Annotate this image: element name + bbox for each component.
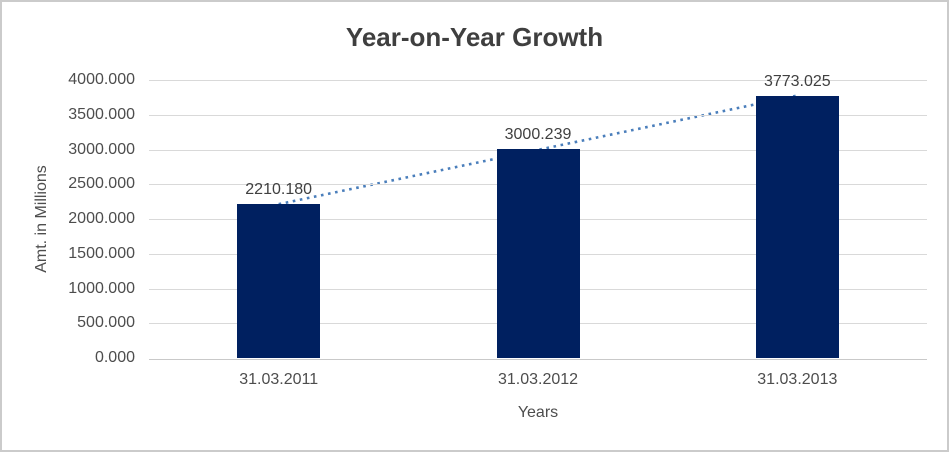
x-tick-label: 31.03.2012 <box>497 371 579 388</box>
data-label: 3773.025 <box>763 72 831 90</box>
y-tick-label: 4000.000 <box>68 71 135 88</box>
y-tick-label: 2500.000 <box>68 175 135 193</box>
y-tick-label: 3500.000 <box>68 105 135 123</box>
gridline-0.000 <box>149 359 927 360</box>
data-label: 2210.180 <box>245 181 313 199</box>
y-tick-label: 1000.000 <box>68 279 135 297</box>
y-tick-label: 3000.000 <box>68 140 135 158</box>
data-label: 3000.239 <box>504 126 572 144</box>
gridline-3500.000 <box>149 114 927 116</box>
bar-31-03-2012 <box>496 149 580 358</box>
x-axis-title: Years <box>517 404 559 421</box>
y-tick-label: 1500.000 <box>68 244 135 262</box>
x-tick-label: 31.03.2013 <box>757 371 838 388</box>
x-tick-label: 31.03.2011 <box>239 371 319 388</box>
y-tick-label: 500.000 <box>77 314 135 332</box>
bar-31-03-2013 <box>755 95 839 358</box>
chart-title: Year-on-Year Growth <box>345 22 604 52</box>
gridline-4000.000 <box>149 80 927 81</box>
y-tick-label: 2000.000 <box>68 210 135 227</box>
y-tick-label: 0.000 <box>94 349 135 366</box>
bar-31-03-2011 <box>237 204 321 358</box>
